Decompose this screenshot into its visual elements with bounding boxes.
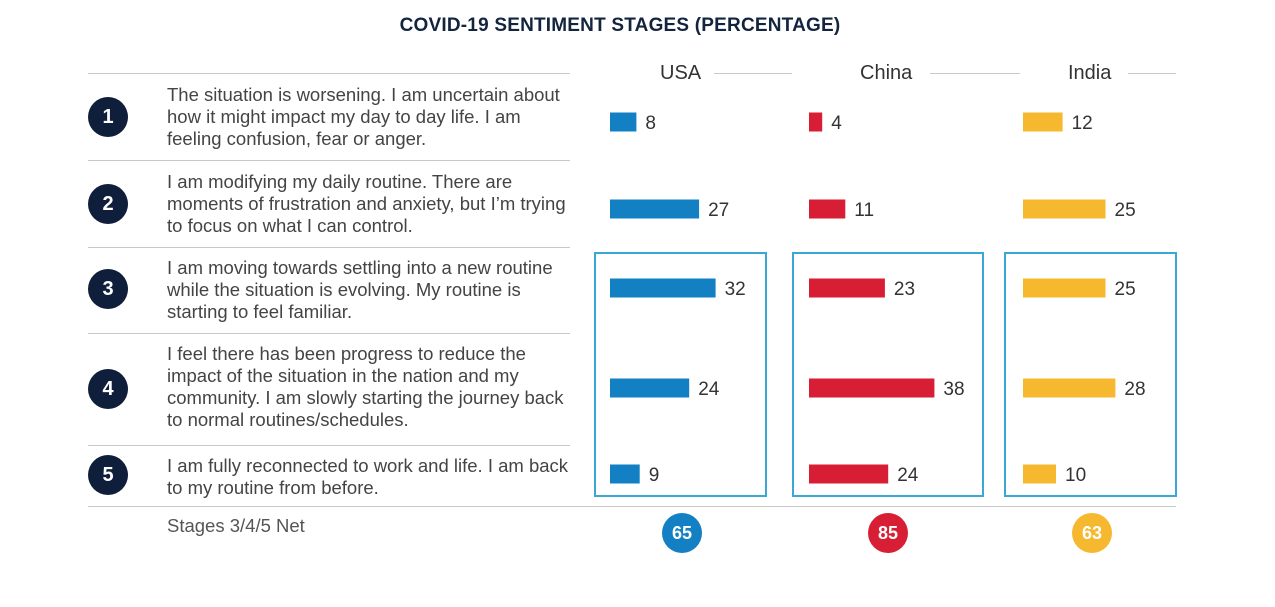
bar-india-stage-1 <box>1023 112 1063 132</box>
row-separator <box>88 333 570 334</box>
header-rule <box>930 73 1020 74</box>
bar-value-label: 12 <box>1072 113 1093 134</box>
stage-description: I am moving towards settling into a new … <box>167 257 553 322</box>
bar-usa-stage-2 <box>610 199 700 219</box>
bar-usa-stage-3 <box>610 278 716 298</box>
stage-description: I feel there has been progress to reduce… <box>167 343 564 430</box>
bar-india-stage-4 <box>1023 378 1116 398</box>
row-separator <box>88 247 570 248</box>
bar-value-label: 27 <box>708 200 729 221</box>
bar-usa-stage-1 <box>610 112 637 132</box>
bar-value-label: 32 <box>725 279 746 300</box>
stage-description: I am modifying my daily routine. There a… <box>167 171 566 236</box>
column-header-usa: USA <box>654 62 708 85</box>
row-separator <box>88 73 570 74</box>
net-label: Stages 3/4/5 Net <box>167 515 305 536</box>
bar-value-label: 23 <box>894 279 915 300</box>
bar-china-stage-3 <box>809 278 885 298</box>
net-badge-usa: 65 <box>662 513 702 553</box>
chart-title: COVID-19 SENTIMENT STAGES (PERCENTAGE) <box>399 15 841 36</box>
bar-china-stage-5 <box>809 464 889 484</box>
bar-china-stage-1 <box>809 112 823 132</box>
bar-value-label: 10 <box>1065 465 1086 486</box>
net-separator <box>88 506 1176 507</box>
row-separator <box>88 160 570 161</box>
stage-number-badge: 3 <box>88 269 128 309</box>
bar-value-label: 11 <box>854 200 874 221</box>
stage-number-badge: 4 <box>88 369 128 409</box>
bar-value-label: 38 <box>943 379 964 400</box>
bar-india-stage-2 <box>1023 199 1106 219</box>
column-header-china: China <box>854 62 919 85</box>
net-badge-china: 85 <box>868 513 908 553</box>
bar-usa-stage-4 <box>610 378 690 398</box>
bar-value-label: 24 <box>897 465 919 486</box>
bar-india-stage-3 <box>1023 278 1106 298</box>
bar-value-label: 9 <box>649 465 660 486</box>
bar-value-label: 25 <box>1115 200 1136 221</box>
stage-number-badge: 2 <box>88 184 128 224</box>
stage-number-badge: 5 <box>88 455 128 495</box>
highlight-box-usa <box>594 252 767 497</box>
bar-value-label: 4 <box>831 113 842 134</box>
bar-china-stage-2 <box>809 199 846 219</box>
stage-number-badge: 1 <box>88 97 128 137</box>
bar-value-label: 8 <box>645 113 656 134</box>
column-header-india: India <box>1062 62 1118 85</box>
net-badge-india: 63 <box>1072 513 1112 553</box>
bar-usa-stage-5 <box>610 464 640 484</box>
stage-description: The situation is worsening. I am uncerta… <box>167 84 560 149</box>
header-rule <box>714 73 792 74</box>
highlight-box-india <box>1004 252 1177 497</box>
bar-china-stage-4 <box>809 378 935 398</box>
bar-india-stage-5 <box>1023 464 1056 484</box>
bar-value-label: 25 <box>1115 279 1136 300</box>
bar-value-label: 24 <box>698 379 720 400</box>
header-rule <box>1128 73 1176 74</box>
bar-value-label: 28 <box>1124 379 1145 400</box>
highlight-box-china <box>792 252 984 497</box>
row-separator <box>88 445 570 446</box>
stage-description: I am fully reconnected to work and life.… <box>167 455 569 498</box>
